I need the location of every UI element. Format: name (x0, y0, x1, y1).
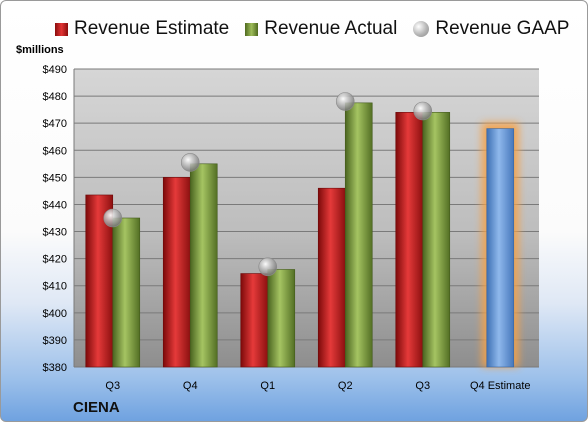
bar-revenue-actual (422, 112, 451, 368)
bar-revenue-estimate (317, 187, 346, 368)
x-tick-label: Q4 Estimate (470, 380, 531, 392)
y-tick-label: $390 (43, 335, 67, 347)
x-tick-label: Q3 (415, 380, 430, 392)
chart-legend: Revenue Estimate Revenue Actual Revenue … (55, 17, 585, 41)
revenue-estimate-swatch (55, 22, 68, 36)
revenue-actual-swatch (245, 22, 259, 36)
y-tick-label: $450 (43, 172, 67, 184)
legend-label-revenue-actual: Revenue Actual (264, 18, 398, 39)
legend-label-revenue-estimate: Revenue Estimate (74, 18, 230, 39)
legend-item-revenue-estimate: Revenue Estimate (55, 18, 229, 40)
revenue-gaap-swatch (413, 21, 430, 37)
y-tick-label: $490 (43, 64, 67, 76)
marker-revenue-gaap (413, 101, 433, 121)
y-tick-label: $440 (43, 199, 67, 211)
y-axis-units: $millions (16, 44, 64, 56)
bar-revenue-estimate (162, 177, 191, 368)
bar-q4-estimate-forecast (486, 128, 515, 368)
legend-item-revenue-gaap: Revenue GAAP (413, 18, 569, 40)
x-tick-label: Q4 (183, 380, 198, 392)
y-tick-label: $430 (43, 227, 67, 239)
marker-revenue-gaap (258, 257, 278, 277)
bar-revenue-actual (267, 269, 296, 368)
bar-revenue-actual (189, 163, 218, 368)
x-tick-label: Q2 (338, 380, 353, 392)
bar-revenue-estimate (85, 194, 114, 368)
y-tick-label: $420 (43, 254, 67, 266)
y-tick-label: $470 (43, 118, 67, 130)
marker-revenue-gaap (335, 92, 355, 111)
legend-item-revenue-actual: Revenue Actual (245, 18, 397, 40)
marker-revenue-gaap (180, 153, 200, 172)
x-tick-label: Q1 (260, 380, 275, 392)
marker-revenue-gaap (103, 208, 123, 228)
legend-label-revenue-gaap: Revenue GAAP (435, 18, 570, 39)
company-name: CIENA (73, 399, 120, 416)
y-tick-label: $380 (43, 362, 67, 374)
y-tick-label: $400 (43, 308, 67, 320)
y-tick-label: $480 (43, 91, 67, 103)
bar-revenue-actual (344, 102, 373, 368)
x-tick-label: Q3 (105, 380, 120, 392)
bar-revenue-estimate (395, 112, 424, 368)
bar-revenue-actual (112, 217, 141, 368)
y-tick-label: $410 (43, 281, 67, 293)
y-tick-label: $460 (43, 145, 67, 157)
bar-revenue-estimate (240, 273, 269, 368)
plot-area (74, 69, 539, 367)
